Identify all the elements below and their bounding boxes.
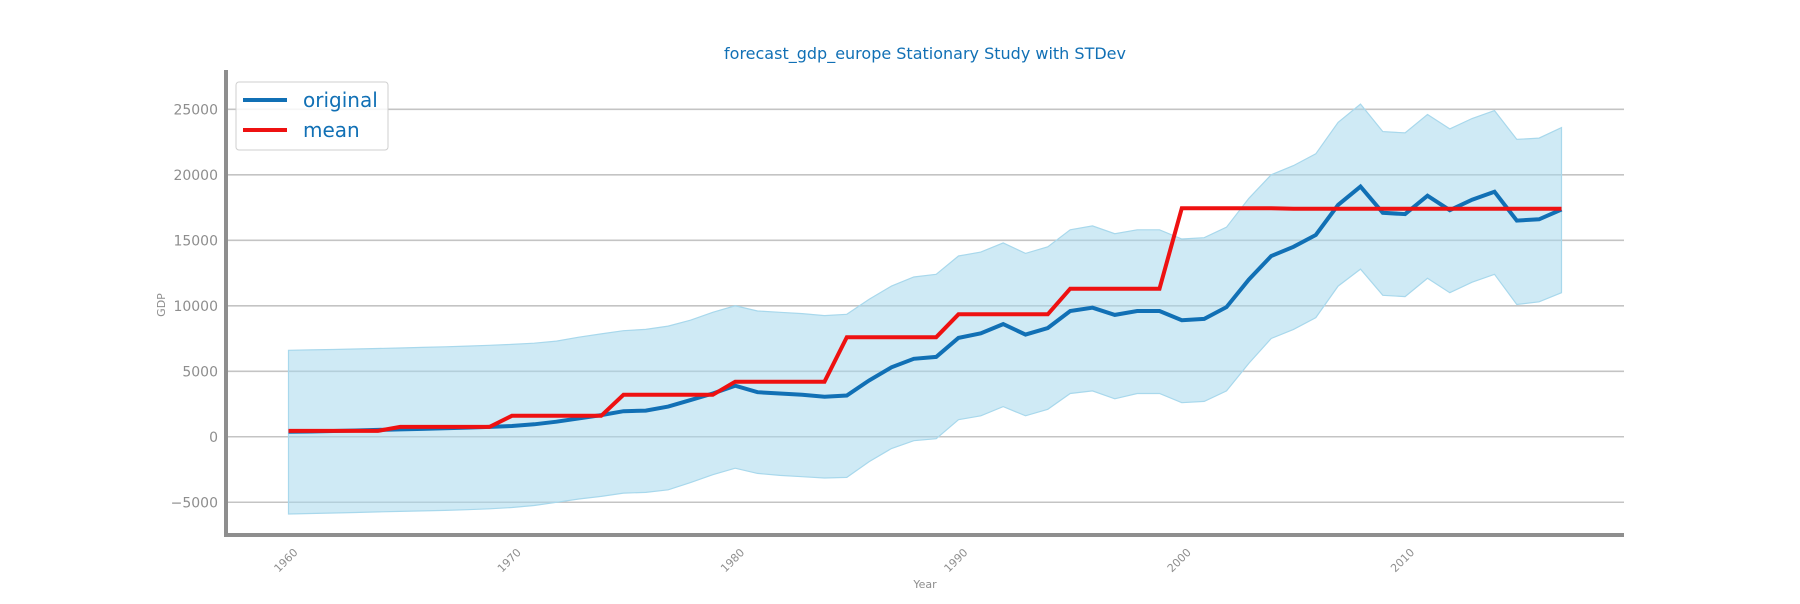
std-band	[287, 103, 1563, 515]
y-tick-labels: −5000 0 5000 10000 15000 20000 25000	[171, 102, 218, 511]
y-tick-label-3: 10000	[173, 299, 218, 315]
y-tick-label-5: 20000	[173, 168, 218, 184]
legend-label-original: original	[303, 88, 378, 112]
x-tick-labels: 1960 1970 1980 1990 2000 2010	[272, 546, 1418, 575]
x-axis-label: Year	[912, 578, 937, 591]
x-tick-label-1980: 1980	[718, 546, 747, 575]
legend-label-mean: mean	[303, 118, 360, 142]
axes	[224, 70, 1624, 537]
series-line-original	[288, 183, 1563, 434]
y-tick-label-6: 25000	[173, 102, 218, 118]
x-tick-label-1990: 1990	[942, 546, 971, 575]
x-tick-label-1960: 1960	[272, 546, 301, 575]
series-line-mean	[288, 206, 1562, 433]
y-axis-label: GDP	[155, 293, 168, 317]
y-tick-label-2: 5000	[182, 364, 218, 380]
y-tick-label-4: 15000	[173, 233, 218, 249]
y-tick-label-1: 0	[209, 430, 218, 446]
x-tick-label-2010: 2010	[1388, 546, 1417, 575]
legend: original mean	[235, 81, 389, 151]
std-band-layer	[287, 103, 1563, 515]
x-tick-label-1970: 1970	[495, 546, 524, 575]
chart-title: forecast_gdp_europe Stationary Study wit…	[724, 44, 1126, 64]
y-tick-label-0: −5000	[171, 495, 218, 511]
series-layer	[288, 183, 1563, 434]
x-tick-label-2000: 2000	[1165, 546, 1194, 575]
